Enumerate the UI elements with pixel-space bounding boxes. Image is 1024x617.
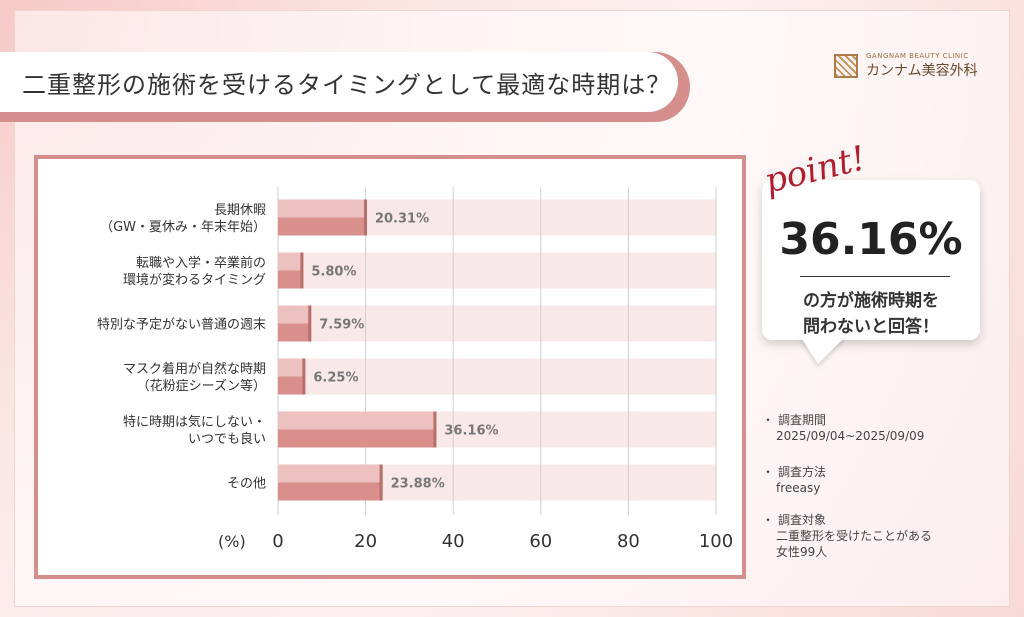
bar-track [278, 305, 716, 342]
category-label: 環境が変わるタイミング [123, 272, 266, 288]
survey-period-value: 2025/09/04~2025/09/09 [776, 429, 925, 443]
chart-panel: 20.31% 長期休暇 （GW・夏休み・年末年始） 5.80% 転職や入学・卒業前の 環境… [34, 155, 746, 579]
data-label: 36.16% [444, 424, 498, 439]
survey-method-value: freeasy [776, 481, 821, 495]
highlight-underline [800, 276, 950, 277]
bar-edge [363, 199, 367, 236]
bar-highlight [278, 305, 312, 324]
bar-edge [433, 411, 437, 448]
bullet-icon: ・ [762, 413, 775, 427]
x-tick-label: 60 [529, 531, 552, 552]
x-tick-label: 80 [617, 531, 640, 552]
survey-target-label: 調査対象 [778, 513, 827, 527]
bar-highlight [278, 464, 383, 483]
clinic-logo: GANGNAM BEAUTY CLINIC カンナム美容外科 [834, 52, 978, 80]
survey-method-label: 調査方法 [778, 465, 827, 479]
survey-period: ・調査期間 2025/09/04~2025/09/09 [762, 412, 924, 444]
category-label: マスク着用が自然な時期 [123, 361, 266, 377]
bar-edge [300, 252, 304, 289]
title-banner-inner: 二重整形の施術を受けるタイミングとして最適な時期は？ [0, 52, 678, 112]
category-label: 特に時期は気にしない・ [123, 414, 266, 430]
data-label: 6.25% [313, 371, 358, 386]
x-tick-label: 0 [272, 531, 283, 552]
survey-target-line1: 二重整形を受けたことがある [776, 529, 933, 543]
logo-japanese-text: カンナム美容外科 [866, 63, 978, 79]
logo-english-text: GANGNAM BEAUTY CLINIC [866, 52, 969, 60]
unit-label: (%) [218, 532, 246, 551]
bar-track [278, 252, 716, 289]
bar-chart: 20.31% 長期休暇 （GW・夏休み・年末年始） 5.80% 転職や入学・卒業前の環境… [97, 187, 733, 552]
data-label: 20.31% [375, 212, 429, 227]
page-title: 二重整形の施術を受けるタイミングとして最適な時期は？ [22, 70, 672, 99]
point-callout: 36.16% の方が施術時期を 問わないと回答！ point! [760, 138, 990, 380]
highlight-caption-line1: の方が施術時期を [803, 291, 939, 311]
bar-highlight [278, 252, 304, 271]
highlight-caption: の方が施術時期を 問わないと回答！ [762, 288, 980, 340]
x-tick-label: 20 [354, 531, 377, 552]
bullet-icon: ・ [762, 513, 775, 527]
highlight-caption-line2: 問わないと回答！ [803, 317, 939, 337]
bar-edge [302, 358, 306, 395]
category-label: （花粉症シーズン等） [137, 378, 266, 394]
bullet-icon: ・ [762, 465, 775, 479]
bar-highlight [278, 199, 367, 218]
speech-bubble-tail [800, 336, 846, 364]
x-tick-label: 100 [699, 531, 733, 552]
survey-target-line2: 女性99人 [776, 545, 828, 559]
data-label: 7.59% [319, 318, 364, 333]
logo-mark-icon [834, 54, 858, 78]
category-label: （GW・夏休み・年末年始） [100, 220, 266, 235]
category-label: いつでも良い [188, 431, 266, 447]
category-label: 転職や入学・卒業前の [136, 255, 266, 271]
title-banner: 二重整形の施術を受けるタイミングとして最適な時期は？ [0, 52, 690, 122]
data-label: 23.88% [391, 477, 445, 492]
survey-target: ・調査対象 二重整形を受けたことがある 女性99人 [762, 512, 932, 560]
category-label: 特別な予定がない普通の週末 [97, 318, 266, 333]
bar-edge [379, 464, 383, 501]
category-label: その他 [227, 477, 266, 492]
bar-edge [308, 305, 312, 342]
category-label: 長期休暇 [214, 203, 266, 218]
bar-highlight [278, 358, 306, 377]
speech-bubble: 36.16% の方が施術時期を 問わないと回答！ [762, 180, 980, 340]
data-label: 5.80% [311, 265, 356, 280]
survey-period-label: 調査期間 [778, 413, 827, 427]
survey-method: ・調査方法 freeasy [762, 464, 826, 496]
bar-track [278, 358, 716, 395]
highlight-value: 36.16% [779, 214, 963, 265]
x-tick-label: 40 [442, 531, 465, 552]
bar-highlight [278, 411, 437, 430]
